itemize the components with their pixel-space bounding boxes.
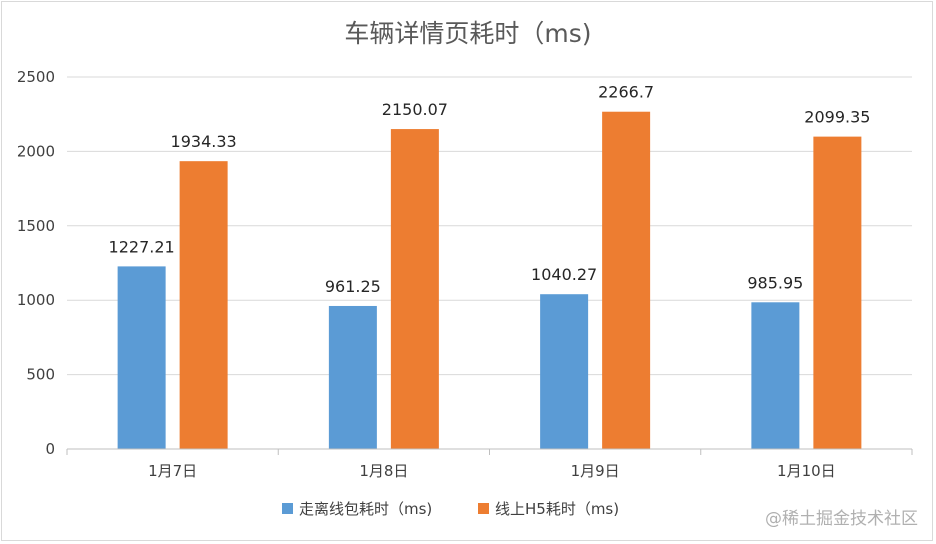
- watermark: @稀土掘金技术社区: [765, 509, 918, 529]
- x-tick-label: 1月8日: [359, 462, 408, 480]
- data-labels: 1227.21 1934.33 961.25 2150.07 1040.27 2266.7…: [109, 83, 871, 296]
- x-tick-label: 1月10日: [777, 462, 836, 480]
- bars: [117, 111, 862, 450]
- legend-swatch: [478, 503, 489, 514]
- bar-series-0-3: [751, 302, 800, 449]
- y-tick-label: 2000: [17, 142, 55, 160]
- bar-series-1-0: [179, 161, 228, 449]
- y-axis-ticks: 0 500 1000 1500 2000 2500: [17, 68, 55, 458]
- data-label: 1227.21: [109, 237, 175, 256]
- y-tick-label: 2500: [17, 68, 55, 86]
- y-tick-label: 1000: [17, 291, 55, 309]
- x-axis: 1月7日 1月8日 1月9日 1月10日: [66, 448, 913, 480]
- x-tick-label: 1月7日: [148, 462, 197, 480]
- data-label: 2150.07: [382, 100, 448, 119]
- data-label: 1934.33: [171, 132, 237, 151]
- y-tick-label: 500: [26, 366, 55, 384]
- chart-title: 车辆详情页耗时（ms): [344, 19, 591, 48]
- legend-swatch: [282, 503, 293, 514]
- y-tick-label: 0: [45, 440, 55, 458]
- bar-series-0-0: [117, 266, 166, 449]
- legend-label: 走离线包耗时（ms): [299, 500, 432, 518]
- data-label: 961.25: [325, 277, 381, 296]
- bar-series-1-2: [602, 111, 651, 450]
- legend-label: 线上H5耗时（ms): [495, 500, 619, 518]
- bar-series-0-1: [328, 305, 377, 449]
- data-label: 2266.7: [598, 83, 654, 102]
- bar-series-1-3: [813, 136, 862, 450]
- data-label: 2099.35: [804, 108, 870, 127]
- bar-series-0-2: [540, 294, 589, 449]
- data-label: 1040.27: [531, 265, 597, 284]
- legend: 走离线包耗时（ms) 线上H5耗时（ms): [282, 500, 619, 518]
- data-label: 985.95: [747, 273, 803, 292]
- bar-series-1-1: [390, 129, 439, 449]
- y-tick-label: 1500: [17, 217, 55, 235]
- x-tick-label: 1月9日: [571, 462, 620, 480]
